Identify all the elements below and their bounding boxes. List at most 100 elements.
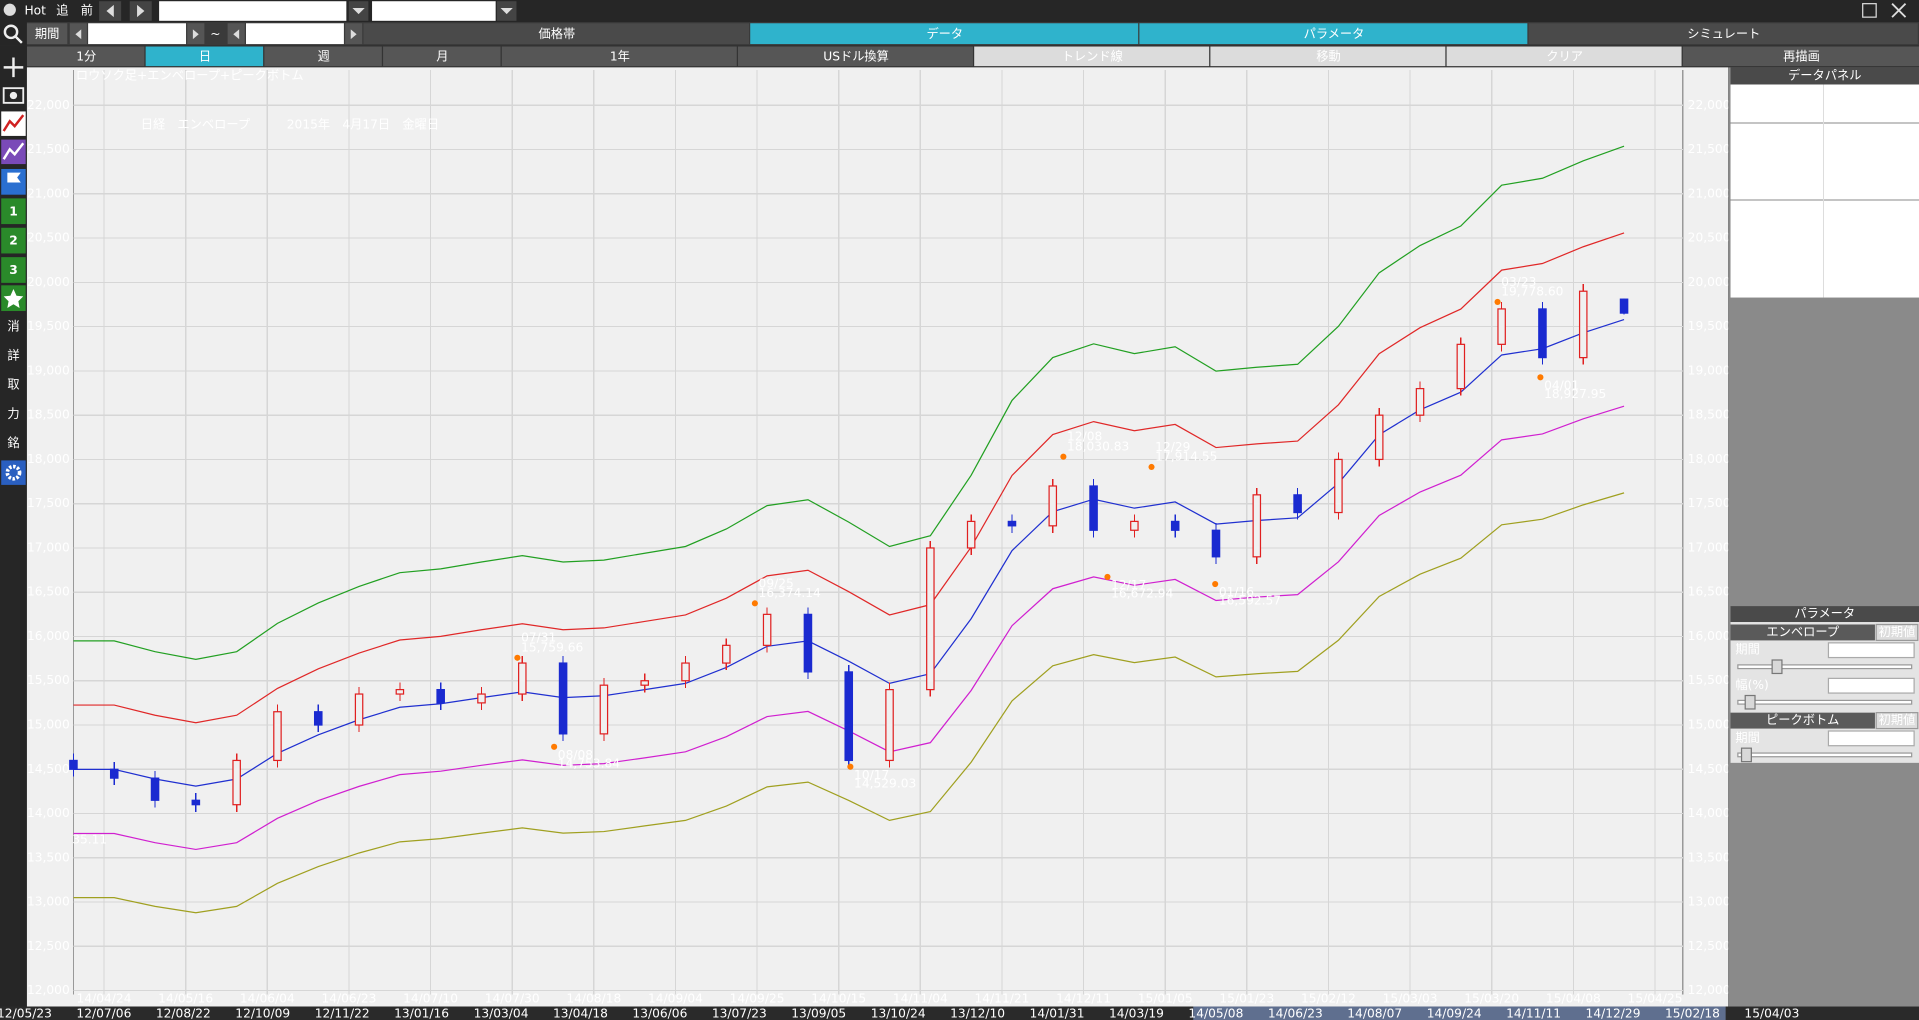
candle-body: [1415, 387, 1425, 416]
param-value: 5: [1832, 678, 1840, 692]
candle-body: [844, 671, 854, 762]
slider-thumb[interactable]: [1740, 747, 1752, 763]
toolbar-button[interactable]: [264, 46, 382, 67]
candle-body: [1252, 494, 1262, 558]
candle-body: [722, 644, 731, 664]
y-tick-label-right: 14,000: [1688, 806, 1731, 820]
peak-date: 03/23: [1501, 275, 1536, 289]
peak-date: 12/29: [1155, 440, 1190, 454]
scroll-date: 12/08/22: [156, 1006, 211, 1020]
x-tick-label: 14/04/24: [77, 992, 132, 1006]
sidebar-button[interactable]: 消: [7, 319, 19, 333]
toolbar-button[interactable]: 前: [81, 3, 93, 18]
preset-button[interactable]: [1, 198, 26, 225]
sidebar-button[interactable]: 力: [7, 407, 19, 421]
candle-body: [1007, 520, 1017, 527]
universe-text: 全ての銘柄: [376, 3, 437, 18]
hot-button[interactable]: Hot: [24, 4, 46, 18]
toolbar-button[interactable]: 追: [56, 3, 68, 18]
param-input[interactable]: [1827, 677, 1915, 694]
peak-value: 18,030.83: [1067, 439, 1129, 453]
param-input[interactable]: [1827, 642, 1915, 659]
param-value: 10: [1832, 731, 1848, 745]
y-tick-label-right: 17,000: [1688, 540, 1731, 554]
toolbar-button[interactable]: [974, 46, 1210, 67]
arrow-icon: [137, 4, 145, 18]
candle-body: [518, 662, 527, 695]
peak-value: 15,759.66: [521, 640, 583, 654]
preset-button[interactable]: [1, 227, 26, 254]
tab[interactable]: [1139, 23, 1528, 45]
y-tick-label: 20,500: [27, 231, 70, 245]
close-button[interactable]: [1891, 3, 1907, 18]
y-tick-label: 13,000: [27, 895, 70, 909]
y-tick-label-right: 16,500: [1688, 585, 1731, 599]
slider-track: [1737, 752, 1913, 758]
toolbar-button[interactable]: [1682, 46, 1919, 67]
toolbar-button[interactable]: [383, 46, 501, 67]
x-tick-label: 15/04/25: [1628, 992, 1683, 1006]
data-row-value: 19,638.37: [1852, 183, 1914, 197]
param-label: 幅(%): [1735, 677, 1768, 692]
slider-thumb[interactable]: [1744, 694, 1756, 710]
sidebar-button[interactable]: 銘: [7, 435, 19, 450]
scroll-date: 13/03/04: [474, 1006, 529, 1020]
scroll-date: 14/11/11: [1506, 1006, 1561, 1020]
x-tick-label: 14/06/23: [321, 992, 376, 1006]
scroll-date: 12/11/22: [315, 1006, 370, 1020]
button-label: クリア: [1546, 49, 1583, 63]
toolbar-button[interactable]: [145, 46, 264, 67]
param-value: 25: [1832, 643, 1848, 657]
tab[interactable]: [1528, 23, 1918, 45]
candle-body: [599, 684, 609, 735]
scroll-date: 15/04/03: [1744, 1006, 1799, 1020]
tab[interactable]: [750, 23, 1139, 45]
envelope-value: 18,602.23: [1852, 260, 1914, 274]
envelope-line: [73, 145, 1625, 661]
x-tick-label: 14/11/21: [974, 992, 1029, 1006]
candle-body: [150, 777, 160, 801]
scroll-date: 14/09/24: [1427, 1006, 1482, 1020]
chart-annotation: 日経 エンベロープ 2015年 4月17日 金曜日: [141, 116, 439, 131]
reset-button[interactable]: [1875, 623, 1919, 642]
y-tick-label: 14,000: [27, 806, 70, 820]
sidebar-button[interactable]: 詳: [7, 348, 19, 363]
tab-label: 価格帯: [538, 26, 575, 41]
candle-body: [273, 711, 282, 762]
chart-icon-line: [2, 114, 25, 132]
param-input[interactable]: [1827, 730, 1915, 747]
envelope-line: [73, 319, 1625, 787]
sidebar-button[interactable]: 取: [7, 378, 19, 392]
data-row-value: 19,652.88: [1852, 144, 1914, 158]
candle-body: [640, 680, 649, 686]
reset-button[interactable]: [1875, 712, 1919, 730]
toolbar-button[interactable]: [1210, 46, 1446, 67]
peak-marker: [1537, 374, 1544, 381]
y-tick-label-right: 22,000: [1688, 98, 1731, 112]
param-section-name: ピークボトム: [1766, 713, 1839, 727]
from-input[interactable]: [88, 23, 187, 45]
slider-thumb[interactable]: [1771, 659, 1783, 675]
toolbar-button[interactable]: [1446, 46, 1682, 67]
candle-body: [1374, 414, 1384, 461]
preset-button[interactable]: [1, 257, 26, 283]
tab[interactable]: [363, 23, 749, 45]
toolbar-button[interactable]: [26, 46, 145, 67]
toolbar-button[interactable]: [501, 46, 737, 67]
peak-marker: [1148, 463, 1155, 471]
period-label-box: [26, 23, 68, 45]
to-input[interactable]: [245, 23, 344, 45]
candle-body: [436, 688, 445, 704]
scroll-thumb[interactable]: [1193, 1006, 1726, 1020]
y-tick-label: 13,500: [27, 850, 70, 864]
y-tick-label: 22,000: [27, 98, 70, 112]
y-tick-label: 17,500: [27, 496, 70, 510]
preset-number: 3: [9, 263, 18, 277]
envelope-value: 21,539.43: [1852, 202, 1914, 216]
settings-button[interactable]: [1, 460, 26, 485]
toolbar-button[interactable]: [737, 46, 973, 67]
universe-select[interactable]: [372, 1, 496, 21]
symbol-input[interactable]: [159, 1, 347, 21]
scroll-date: 14/01/31: [1030, 1006, 1085, 1020]
maximize-button[interactable]: [1862, 3, 1877, 18]
